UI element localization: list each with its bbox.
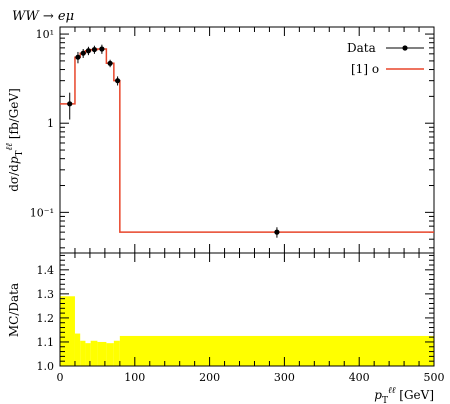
ratio-y-tick-label: 1.0 <box>37 360 55 373</box>
ratio-band-bin <box>90 340 98 366</box>
data-point <box>75 54 81 60</box>
ratio-frame <box>59 252 435 367</box>
main-y-tick-label: 1 <box>47 117 54 130</box>
main-x-ticks <box>59 27 435 253</box>
ratio-x-ticks: 0 100 200 300 400 500 <box>57 253 445 384</box>
ratio-y-tick-label: 1.1 <box>37 336 55 349</box>
ratio-band-bin <box>119 335 434 366</box>
x-tick-label: 0 <box>57 371 64 384</box>
main-frame <box>59 26 435 254</box>
ratio-y-tick-label: 1.4 <box>37 264 55 277</box>
x-tick-label: 300 <box>274 371 295 384</box>
ratio-band-bin <box>74 333 81 366</box>
legend-data-marker <box>402 45 408 51</box>
prediction-histogram-line <box>60 48 434 233</box>
ratio-band-bin <box>85 343 91 366</box>
data-point <box>91 46 98 53</box>
ratio-band-bin <box>106 343 114 366</box>
data-point <box>274 229 280 235</box>
main-panel: 10¹ 1 10⁻¹ dσ/dpTℓℓ [fb/GeV] <box>5 26 435 254</box>
main-y-tick-label: 10¹ <box>36 28 54 41</box>
legend-data-label: Data <box>347 41 376 55</box>
x-tick-label: 400 <box>349 371 370 384</box>
ratio-y-tick-label: 1.3 <box>37 288 55 301</box>
data-point <box>107 60 113 66</box>
ratio-y-axis-label: MC/Data <box>7 283 21 337</box>
data-point <box>99 46 105 52</box>
chart-title: WW → eμ <box>12 9 74 24</box>
ratio-band-bin <box>113 340 120 366</box>
ratio-band-bin <box>80 340 86 366</box>
main-y-tick-label: 10⁻¹ <box>30 206 54 219</box>
legend: Data [1] o <box>347 41 424 76</box>
data-point <box>85 48 92 54</box>
ratio-band <box>60 296 434 366</box>
legend-prediction-label: [1] o <box>351 62 379 76</box>
main-y-ticks: 10¹ 1 10⁻¹ <box>30 28 434 249</box>
data-points <box>67 44 280 238</box>
x-axis-label: pTℓℓ [GeV] <box>374 386 434 404</box>
data-point <box>80 50 86 56</box>
x-tick-label: 200 <box>199 371 220 384</box>
ratio-y-tick-label: 1.2 <box>37 312 55 325</box>
main-y-axis-label: dσ/dpTℓℓ [fb/GeV] <box>5 88 25 192</box>
ratio-band-bin <box>60 296 75 366</box>
ratio-y-ticks: 1.0 1.1 1.2 1.3 1.4 <box>37 254 434 373</box>
data-point <box>67 101 73 107</box>
ratio-band-bin <box>97 341 107 366</box>
x-tick-label: 100 <box>124 371 145 384</box>
ratio-panel: 1.0 1.1 1.2 1.3 1.4 0 100 200 300 400 500 MC/Data <box>7 252 445 384</box>
data-point <box>114 78 121 84</box>
x-tick-label: 500 <box>424 371 445 384</box>
